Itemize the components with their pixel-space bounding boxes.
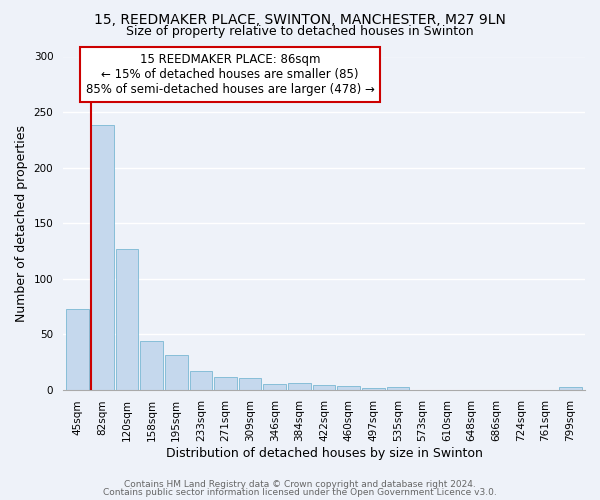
Text: 15 REEDMAKER PLACE: 86sqm
← 15% of detached houses are smaller (85)
85% of semi-: 15 REEDMAKER PLACE: 86sqm ← 15% of detac… bbox=[86, 53, 374, 96]
Bar bbox=[140, 340, 163, 390]
Y-axis label: Number of detached properties: Number of detached properties bbox=[15, 124, 28, 322]
X-axis label: Distribution of detached houses by size in Swinton: Distribution of detached houses by size … bbox=[166, 447, 482, 460]
Text: 15, REEDMAKER PLACE, SWINTON, MANCHESTER, M27 9LN: 15, REEDMAKER PLACE, SWINTON, MANCHESTER… bbox=[94, 12, 506, 26]
Bar bbox=[263, 384, 286, 390]
Bar bbox=[386, 388, 409, 390]
Text: Size of property relative to detached houses in Swinton: Size of property relative to detached ho… bbox=[126, 25, 474, 38]
Bar bbox=[67, 308, 89, 390]
Bar bbox=[190, 370, 212, 390]
Text: Contains public sector information licensed under the Open Government Licence v3: Contains public sector information licen… bbox=[103, 488, 497, 497]
Text: Contains HM Land Registry data © Crown copyright and database right 2024.: Contains HM Land Registry data © Crown c… bbox=[124, 480, 476, 489]
Bar bbox=[91, 126, 114, 390]
Bar bbox=[165, 355, 188, 390]
Bar bbox=[214, 378, 237, 390]
Bar bbox=[239, 378, 262, 390]
Bar bbox=[313, 385, 335, 390]
Bar bbox=[362, 388, 385, 390]
Bar bbox=[559, 388, 581, 390]
Bar bbox=[116, 248, 139, 390]
Bar bbox=[337, 386, 360, 390]
Bar bbox=[288, 383, 311, 390]
